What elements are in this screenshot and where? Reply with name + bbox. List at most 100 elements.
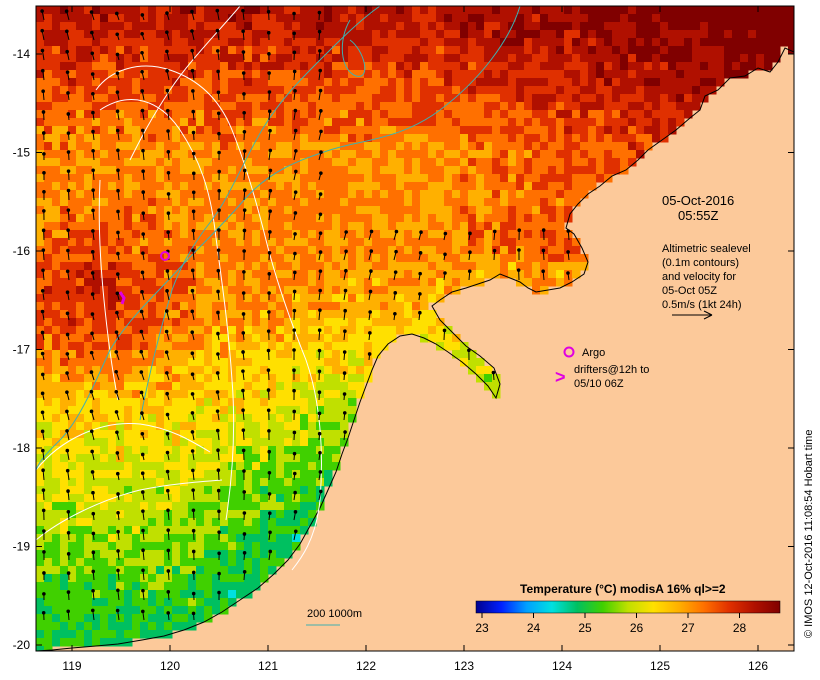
velocity-arrow (268, 209, 272, 221)
sst-cell (52, 158, 61, 167)
sst-cell (76, 166, 85, 175)
sst-cell (388, 134, 397, 143)
velocity-arrow (318, 489, 323, 501)
sst-cell (196, 102, 205, 111)
sst-cell (100, 38, 109, 47)
sst-cell (772, 30, 781, 39)
sst-cell (308, 398, 317, 407)
sst-cell (524, 166, 533, 175)
sst-cell (468, 62, 477, 71)
sst-cell (492, 174, 501, 183)
sst-cell (84, 326, 93, 335)
sst-cell (316, 14, 325, 23)
sst-cell (100, 398, 109, 407)
sst-cell (420, 70, 429, 79)
sst-cell (236, 486, 245, 495)
sst-cell (508, 94, 517, 103)
sst-cell (412, 14, 421, 23)
sst-cell (316, 462, 325, 471)
sst-cell (180, 606, 189, 615)
sst-cell (228, 30, 237, 39)
sst-cell (532, 278, 541, 287)
velocity-arrow (91, 588, 95, 601)
sst-cell (212, 198, 221, 207)
sst-cell (284, 62, 293, 71)
sst-cell (92, 102, 101, 111)
sst-cell (492, 374, 501, 383)
sst-cell (44, 550, 53, 559)
sst-cell (180, 430, 189, 439)
sst-cell (364, 182, 373, 191)
sst-cell (580, 118, 589, 127)
sst-cell (300, 518, 309, 527)
sst-cell (292, 198, 301, 207)
sst-cell (732, 30, 741, 39)
sst-cell (244, 246, 253, 255)
sst-cell (76, 214, 85, 223)
sst-cell (260, 574, 269, 583)
time-label: 05:55Z (678, 208, 719, 223)
sst-cell (44, 430, 53, 439)
velocity-arrow (191, 228, 196, 241)
sst-cell (116, 190, 125, 199)
sst-cell (172, 166, 181, 175)
sst-cell (316, 54, 325, 63)
sst-cell (188, 198, 197, 207)
sst-cell (380, 198, 389, 207)
sst-cell (372, 246, 381, 255)
sst-cell (548, 78, 557, 87)
sst-cell (500, 190, 509, 199)
sst-cell (332, 230, 341, 239)
sst-cell (76, 350, 85, 359)
sst-cell (148, 286, 157, 295)
sst-cell (460, 54, 469, 63)
sst-cell (100, 534, 109, 543)
velocity-arrow (293, 89, 297, 101)
velocity-arrow (216, 248, 221, 261)
sst-cell (332, 102, 341, 111)
sst-cell (268, 150, 277, 159)
sst-cell (252, 414, 261, 423)
sst-cell (252, 78, 261, 87)
sst-cell (76, 158, 85, 167)
sst-cell (124, 542, 133, 551)
sst-cell (324, 174, 333, 183)
sst-cell (436, 262, 445, 271)
sst-cell (508, 222, 517, 231)
sst-cell (76, 70, 85, 79)
sst-cell (428, 286, 437, 295)
sst-cell (620, 78, 629, 87)
sst-cell (44, 86, 53, 95)
sst-cell (236, 326, 245, 335)
sst-cell (116, 526, 125, 535)
sst-cell (572, 22, 581, 31)
sst-cell (540, 70, 549, 79)
sst-cell (348, 350, 357, 359)
sst-cell (212, 54, 221, 63)
sst-cell (68, 14, 77, 23)
sst-cell (148, 542, 157, 551)
sst-cell (532, 70, 541, 79)
sst-cell (684, 94, 693, 103)
sst-cell (236, 222, 245, 231)
sst-cell (604, 62, 613, 71)
velocity-arrow (116, 492, 120, 501)
sst-cell (140, 270, 149, 279)
velocity-arrow (140, 50, 145, 61)
sst-cell (44, 142, 53, 151)
sst-cell (268, 102, 277, 111)
sst-cell (452, 246, 461, 255)
sst-cell (268, 542, 277, 551)
sst-cell (52, 70, 61, 79)
sst-cell (308, 246, 317, 255)
sst-cell (196, 278, 205, 287)
sst-cell (140, 430, 149, 439)
velocity-arrow (190, 288, 195, 301)
sst-cell (428, 230, 437, 239)
sst-cell (364, 14, 373, 23)
sst-cell (284, 446, 293, 455)
sst-cell (116, 270, 125, 279)
sst-cell (84, 110, 93, 119)
sst-cell (260, 182, 269, 191)
sst-cell (740, 70, 749, 79)
